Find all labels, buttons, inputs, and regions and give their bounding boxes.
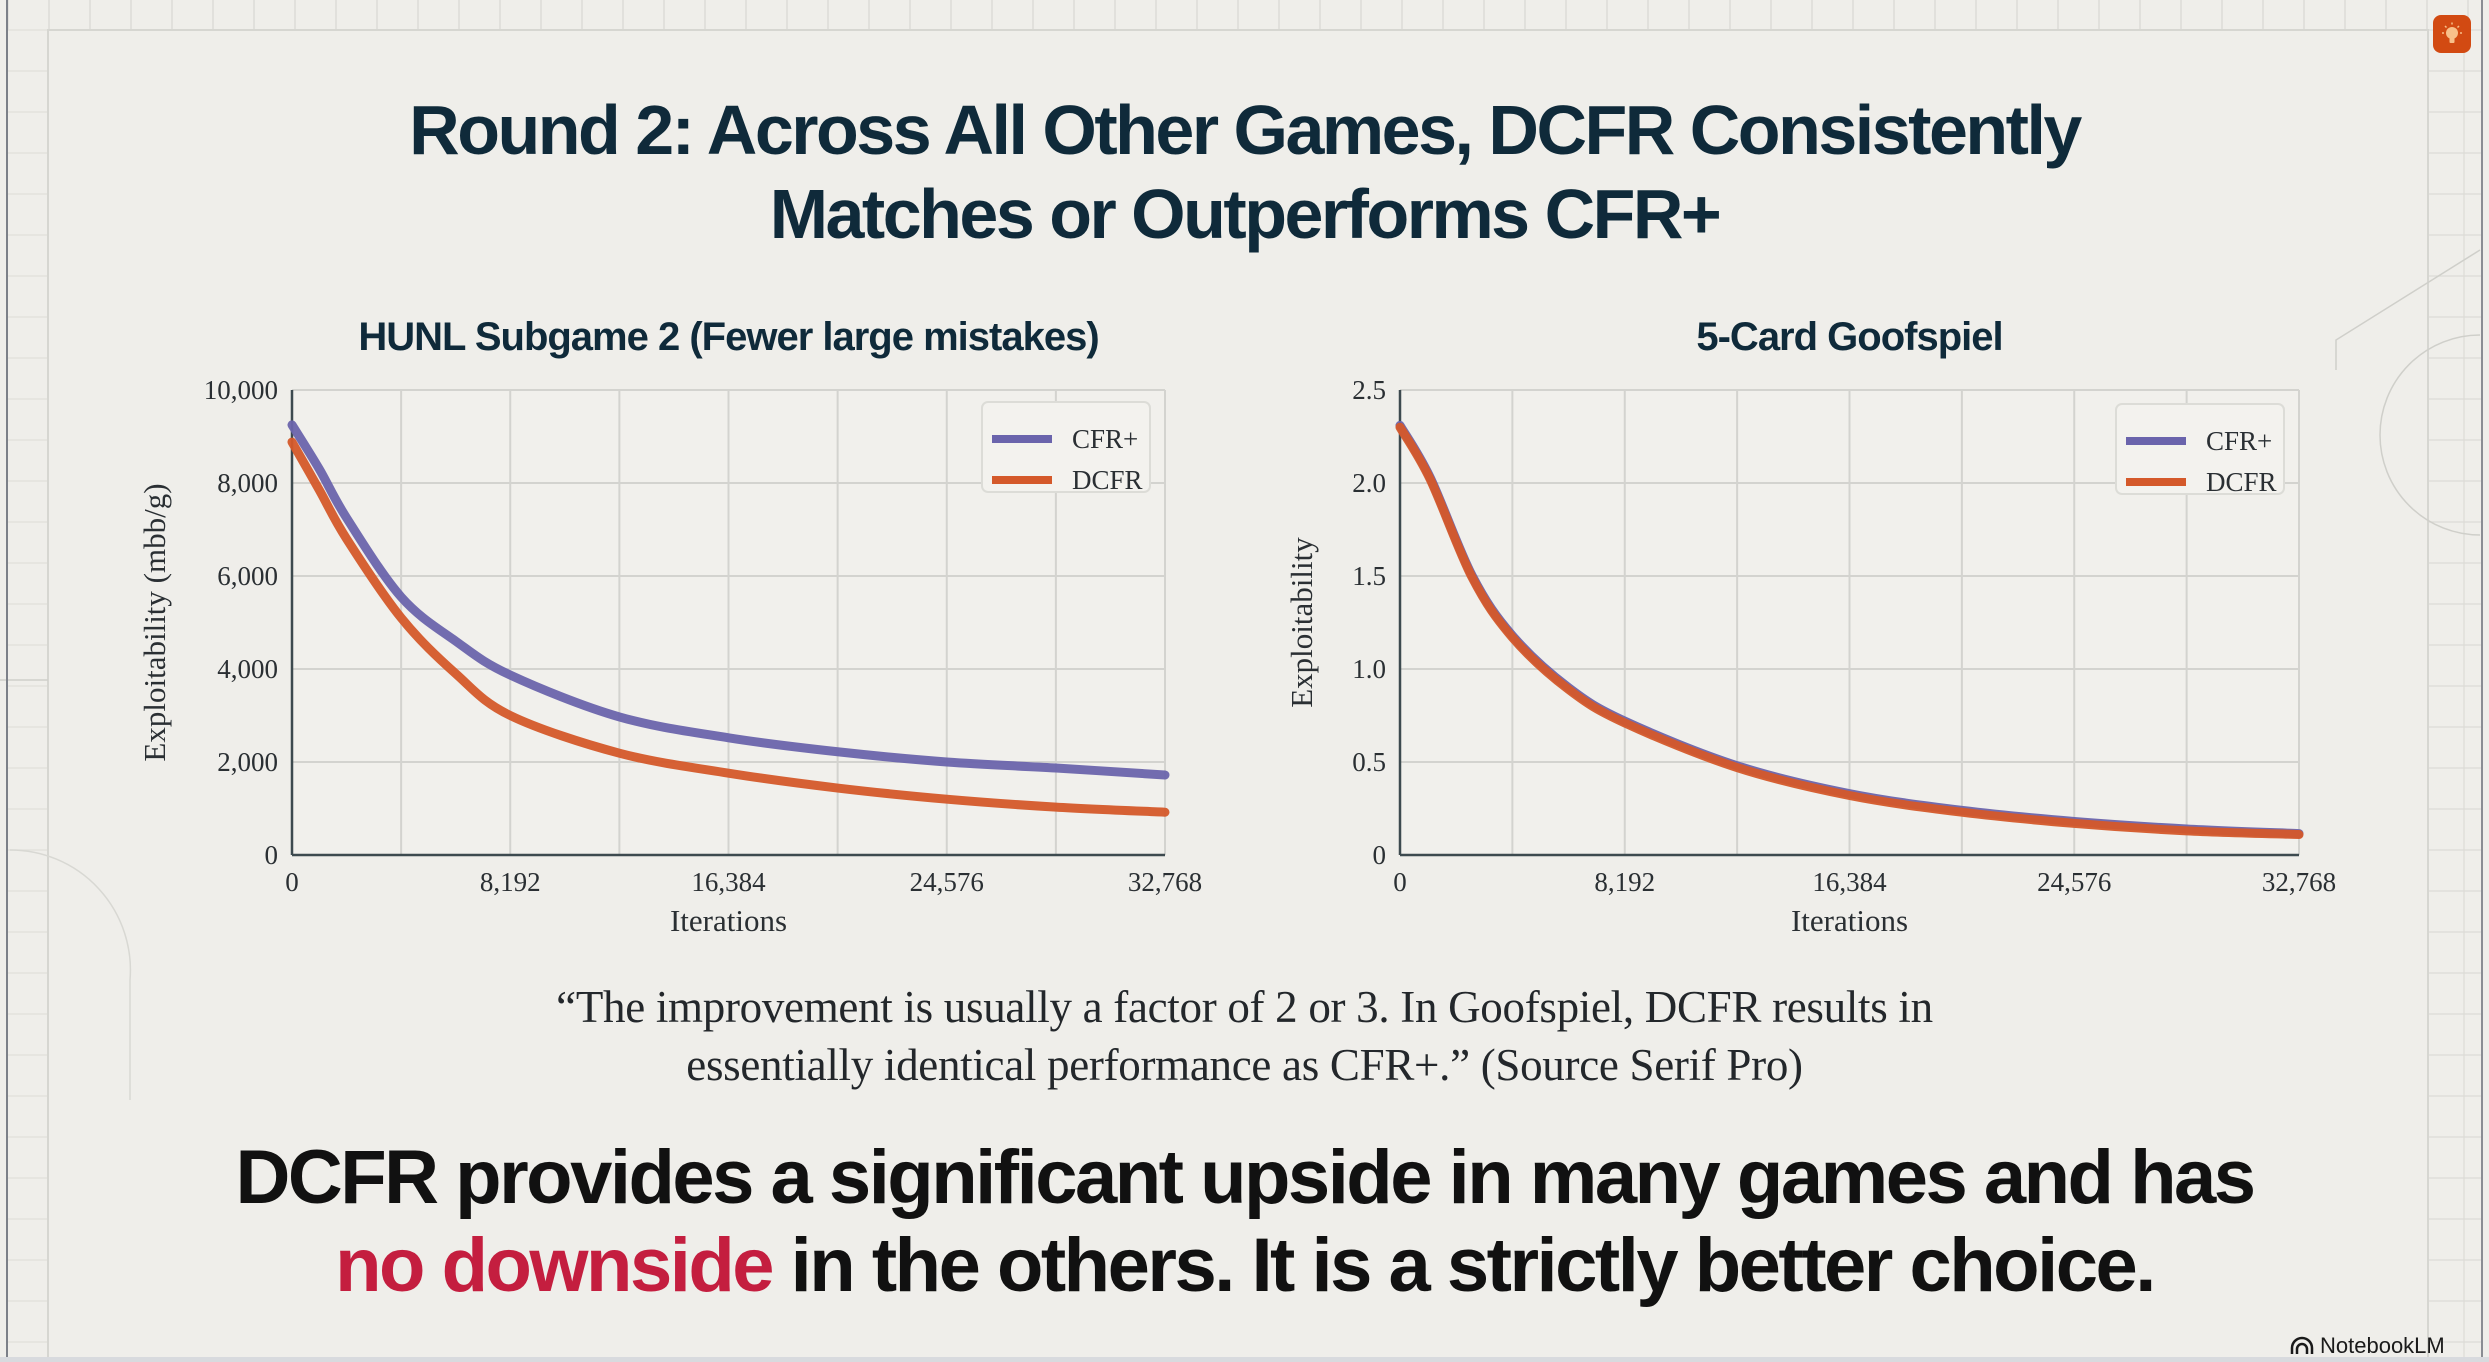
hunl-y-tick-label: 2,000 (217, 747, 278, 777)
bg-decoration (2335, 249, 2481, 370)
bg-decoration (2379, 334, 2481, 536)
lightbulb-button[interactable] (2433, 15, 2471, 53)
notebooklm-logo-icon (2290, 1336, 2314, 1354)
hunl-x-tick-label: 16,384 (691, 867, 766, 897)
chart-title-goofspiel: 5-Card Goofspiel (1696, 315, 2003, 359)
hunl-x-tick-label: 32,768 (1128, 867, 1202, 897)
quote: “The improvement is usually a factor of … (0, 978, 2489, 1094)
hunl-y-axis-label: Exploitability (mbb/g) (137, 483, 172, 761)
hunl-x-tick-label: 0 (285, 867, 299, 897)
chart-title-hunl: HUNL Subgame 2 (Fewer large mistakes) (358, 315, 1099, 359)
hunl-x-axis-label: Iterations (670, 903, 787, 938)
hunl-y-tick-label: 6,000 (217, 561, 278, 591)
quote-line-1: “The improvement is usually a factor of … (556, 982, 1933, 1032)
hunl-legend-label-1: DCFR (1072, 465, 1143, 495)
hunl-legend-label-0: CFR+ (1072, 424, 1138, 454)
hunl-x-tick-label: 8,192 (480, 867, 541, 897)
conclusion-highlight: no downside (335, 1223, 774, 1308)
quote-line-2: essentially identical performance as CFR… (686, 1040, 1803, 1090)
hunl-series-cfr--line (287, 420, 1170, 780)
conclusion-line-1: DCFR provides a significant upside in ma… (235, 1135, 2256, 1220)
slide-title-line-1: Round 2: Across All Other Games, DCFR Co… (409, 91, 2082, 169)
frame-bottom-border (0, 1357, 2489, 1362)
conclusion: DCFR provides a significant upside in ma… (0, 1134, 2489, 1310)
slide-title: Round 2: Across All Other Games, DCFR Co… (0, 88, 2489, 256)
hunl-x-tick-label: 24,576 (910, 867, 984, 897)
slide-title-line-2: Matches or Outperforms CFR+ (769, 175, 1722, 253)
hunl-y-tick-label: 10,000 (204, 375, 278, 405)
frame-left-border (6, 0, 8, 1362)
brand-label: NotebookLM (2320, 1333, 2445, 1358)
hunl-y-tick-label: 8,000 (217, 468, 278, 498)
frame-right-border (2481, 0, 2483, 1362)
hunl-series-dcfr-line (287, 437, 1170, 817)
hunl-y-tick-label: 0 (265, 840, 279, 870)
bg-decoration (9, 849, 132, 1100)
hunl-y-tick-label: 4,000 (217, 654, 278, 684)
conclusion-line-2-rest: in the others. It is a strictly better c… (772, 1223, 2157, 1308)
notebooklm-brand: NotebookLM (2290, 1333, 2445, 1359)
conclusion-line-2: no downside in the others. It is a stric… (0, 1222, 2489, 1310)
lightbulb-icon (2442, 22, 2462, 43)
hunl-legend (981, 401, 1151, 493)
